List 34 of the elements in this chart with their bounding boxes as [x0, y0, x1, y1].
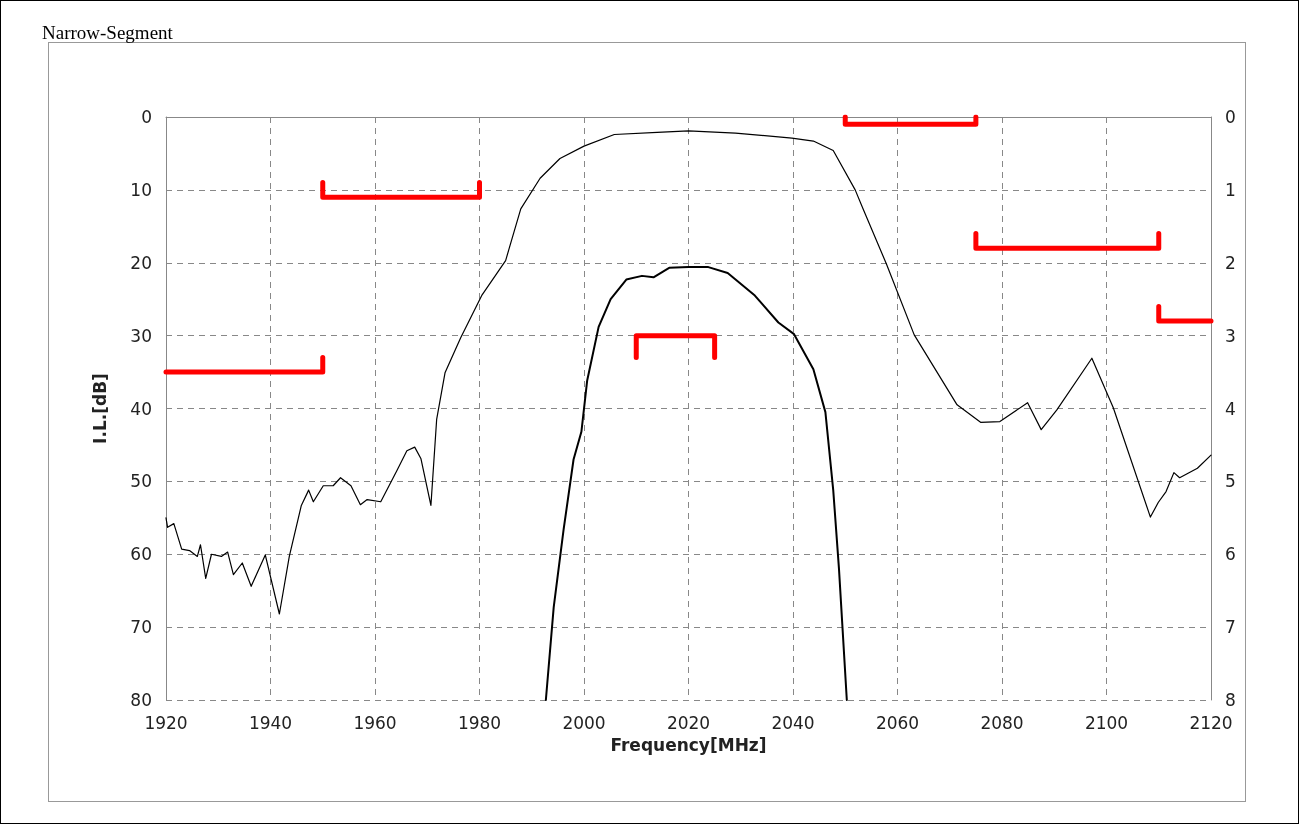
y2-tick-label: 3 — [1225, 325, 1236, 346]
x-axis-title: Frequency[MHz] — [610, 734, 767, 755]
x-tick-label: 1960 — [353, 712, 397, 733]
x-tick-label: 2080 — [980, 712, 1024, 733]
x-tick-label: 2060 — [875, 712, 920, 733]
line-series — [544, 266, 848, 701]
y2-tick-label: 8 — [1225, 690, 1236, 710]
y-tick-label: 40 — [130, 398, 152, 419]
x-tick-label: 2020 — [666, 712, 711, 733]
y-tick-label: 50 — [130, 471, 152, 492]
y2-tick-label: 4 — [1225, 398, 1236, 419]
line-series — [165, 130, 1212, 615]
y-tick-label: 80 — [130, 690, 152, 710]
x-tick-label: 2100 — [1084, 712, 1129, 733]
x-tick-label: 2000 — [562, 712, 606, 733]
y2-tick-label: 0 — [1225, 107, 1236, 127]
y2-tick-label: 7 — [1225, 617, 1236, 638]
y-tick-label: 0 — [141, 107, 152, 127]
y2-tick-label: 5 — [1225, 471, 1236, 492]
y2-tick-label: 6 — [1225, 544, 1236, 565]
x-tick-label: 1940 — [248, 712, 293, 733]
y-tick-label: 60 — [130, 544, 152, 565]
y-axis-title: I.L.[dB] — [89, 373, 110, 444]
x-tick-label: 1920 — [144, 712, 188, 733]
y-tick-label: 10 — [130, 179, 152, 200]
x-tick-label: 2120 — [1189, 712, 1233, 733]
y-tick-label: 70 — [130, 617, 152, 638]
y-tick-label: 30 — [130, 325, 152, 346]
x-tick-label: 1980 — [457, 712, 502, 733]
y2-tick-label: 1 — [1225, 179, 1236, 200]
chart-title: Narrow-Segment — [42, 22, 173, 44]
y2-tick-label: 2 — [1225, 252, 1236, 273]
y-tick-label: 20 — [130, 252, 152, 273]
x-tick-label: 2040 — [771, 712, 815, 733]
